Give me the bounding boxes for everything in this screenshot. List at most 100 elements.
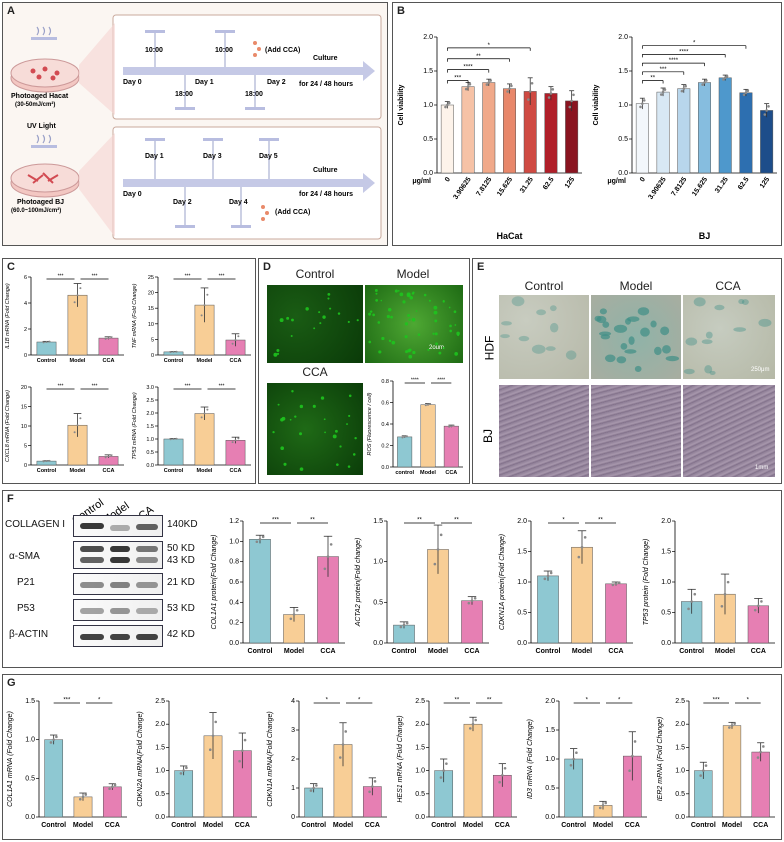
x-tick-label: Control [37, 468, 57, 474]
bar [461, 600, 483, 644]
panel-label-b: B [397, 5, 405, 17]
stained-cell [709, 370, 716, 375]
y-tick-label: 5 [151, 337, 154, 343]
hacat-label: Photoaged Hacat [11, 93, 69, 100]
data-point [720, 604, 724, 608]
data-point [55, 735, 58, 739]
bar [751, 751, 770, 818]
data-point [439, 533, 443, 537]
data-point [452, 424, 455, 427]
chart-g-cdkn2a: 0.0 0.5 1.0 1.5 2.0 2.5 CDKN2A mRNA(Fold Chang… [137, 698, 257, 829]
y-tick-label: 2.5 [146, 398, 154, 404]
data-point [614, 582, 618, 586]
chart-f-cdkn1a: 0.0 0.5 1.0 1.5 2.0 CDKN1A protein(Fold Chang… [499, 518, 633, 655]
bj-dose: (60.0~100mJ/cm²) [11, 208, 62, 214]
x-tick-label: CCA [753, 822, 768, 829]
data-point [722, 78, 725, 81]
x-tick-label: CCA [365, 822, 380, 829]
fluorescent-cell [339, 445, 342, 448]
d-image-cca [267, 383, 363, 475]
data-point [261, 535, 265, 539]
data-point [78, 797, 82, 801]
sig-label: ** [598, 518, 603, 524]
sig-label: ** [487, 698, 492, 704]
stained-cell [613, 324, 628, 333]
sig-label: **** [463, 65, 473, 71]
e-scale-1: 250μm [751, 367, 770, 373]
data-point [73, 301, 76, 304]
data-point [444, 105, 447, 109]
y-tick-label: 0 [291, 814, 295, 821]
wb-row-p21 [73, 573, 163, 595]
bar [461, 86, 475, 174]
data-point [767, 105, 770, 108]
chart-c-il1b: 0 2 4 6 IL1B mRNA (Fold Change) Control Model C… [5, 274, 124, 364]
day-2-top: Day 2 [267, 79, 286, 86]
data-point [255, 540, 259, 544]
fluorescent-cell [457, 334, 460, 337]
data-point [295, 608, 299, 612]
x-tick-label: Model [70, 468, 86, 474]
data-point [705, 79, 708, 82]
bj-day-1: Day 1 [145, 153, 164, 160]
wb-kd-bactin: 42 KD [167, 629, 195, 640]
panel-label-d: D [263, 261, 271, 273]
data-point [485, 83, 489, 86]
fluorescent-cell [334, 429, 338, 433]
day-1-top: Day 1 [195, 79, 214, 86]
sig-label: * [562, 518, 565, 524]
fluorescent-cell [454, 352, 458, 356]
sig-label: **** [669, 58, 679, 64]
fluorescent-cell [402, 300, 406, 304]
x-tick-label: Control [164, 468, 184, 474]
y-tick-label: 0.4 [229, 599, 239, 606]
y-tick-label: 10 [21, 424, 27, 430]
x-tick-label: 15.625 [691, 176, 709, 198]
data-point [175, 437, 178, 440]
data-point [680, 89, 684, 93]
fluorescent-cell [391, 340, 396, 345]
bar [397, 436, 413, 468]
timeline-arrow-top [123, 61, 375, 81]
data-point [701, 83, 704, 86]
culture-top: Culture [313, 55, 338, 62]
data-point [487, 81, 491, 84]
data-point [730, 724, 734, 727]
sig-label: *** [454, 76, 462, 82]
data-point [687, 607, 690, 611]
chart-f-acta2: 0.0 0.5 1.0 1.5 ACTA2 protein(Fold change) Co… [355, 518, 489, 655]
data-point [424, 404, 427, 407]
x-tick-label: Model [572, 648, 592, 655]
panel-g: G 0.0 0.5 1.0 1.5 COL1A1 mRNA (Fold Change) C… [2, 674, 782, 840]
data-point [489, 79, 492, 82]
x-tick-label: 7.8125 [475, 176, 493, 198]
data-point [175, 350, 178, 353]
fluorescent-cell [319, 322, 322, 325]
sig-label: **** [679, 49, 689, 55]
data-point [583, 536, 587, 539]
bar [718, 77, 732, 174]
data-point [79, 287, 82, 290]
culture-hours-bottom: for 24 / 48 hours [299, 191, 354, 198]
y-tick-label: 0.5 [146, 450, 154, 456]
stained-cell [701, 339, 713, 345]
sig-label: ** [650, 76, 655, 82]
bar [739, 92, 753, 174]
data-point [470, 599, 474, 603]
stained-cell [660, 326, 670, 336]
data-point [203, 304, 206, 307]
stained-cell [758, 318, 772, 327]
stained-cell [620, 343, 628, 350]
fluorescent-cell [386, 314, 390, 319]
stained-cell [704, 365, 713, 374]
fluorescent-cell [336, 463, 339, 467]
panel-label-e: E [477, 261, 485, 273]
stained-cell [596, 315, 607, 324]
x-tick-label: Model [722, 822, 742, 829]
data-point [757, 604, 760, 608]
y-tick-label: 2.0 [675, 721, 685, 728]
fluorescent-cell [324, 431, 326, 434]
fluorescent-cell [409, 296, 413, 300]
sig-label: * [326, 698, 329, 704]
stained-cell [625, 318, 632, 325]
